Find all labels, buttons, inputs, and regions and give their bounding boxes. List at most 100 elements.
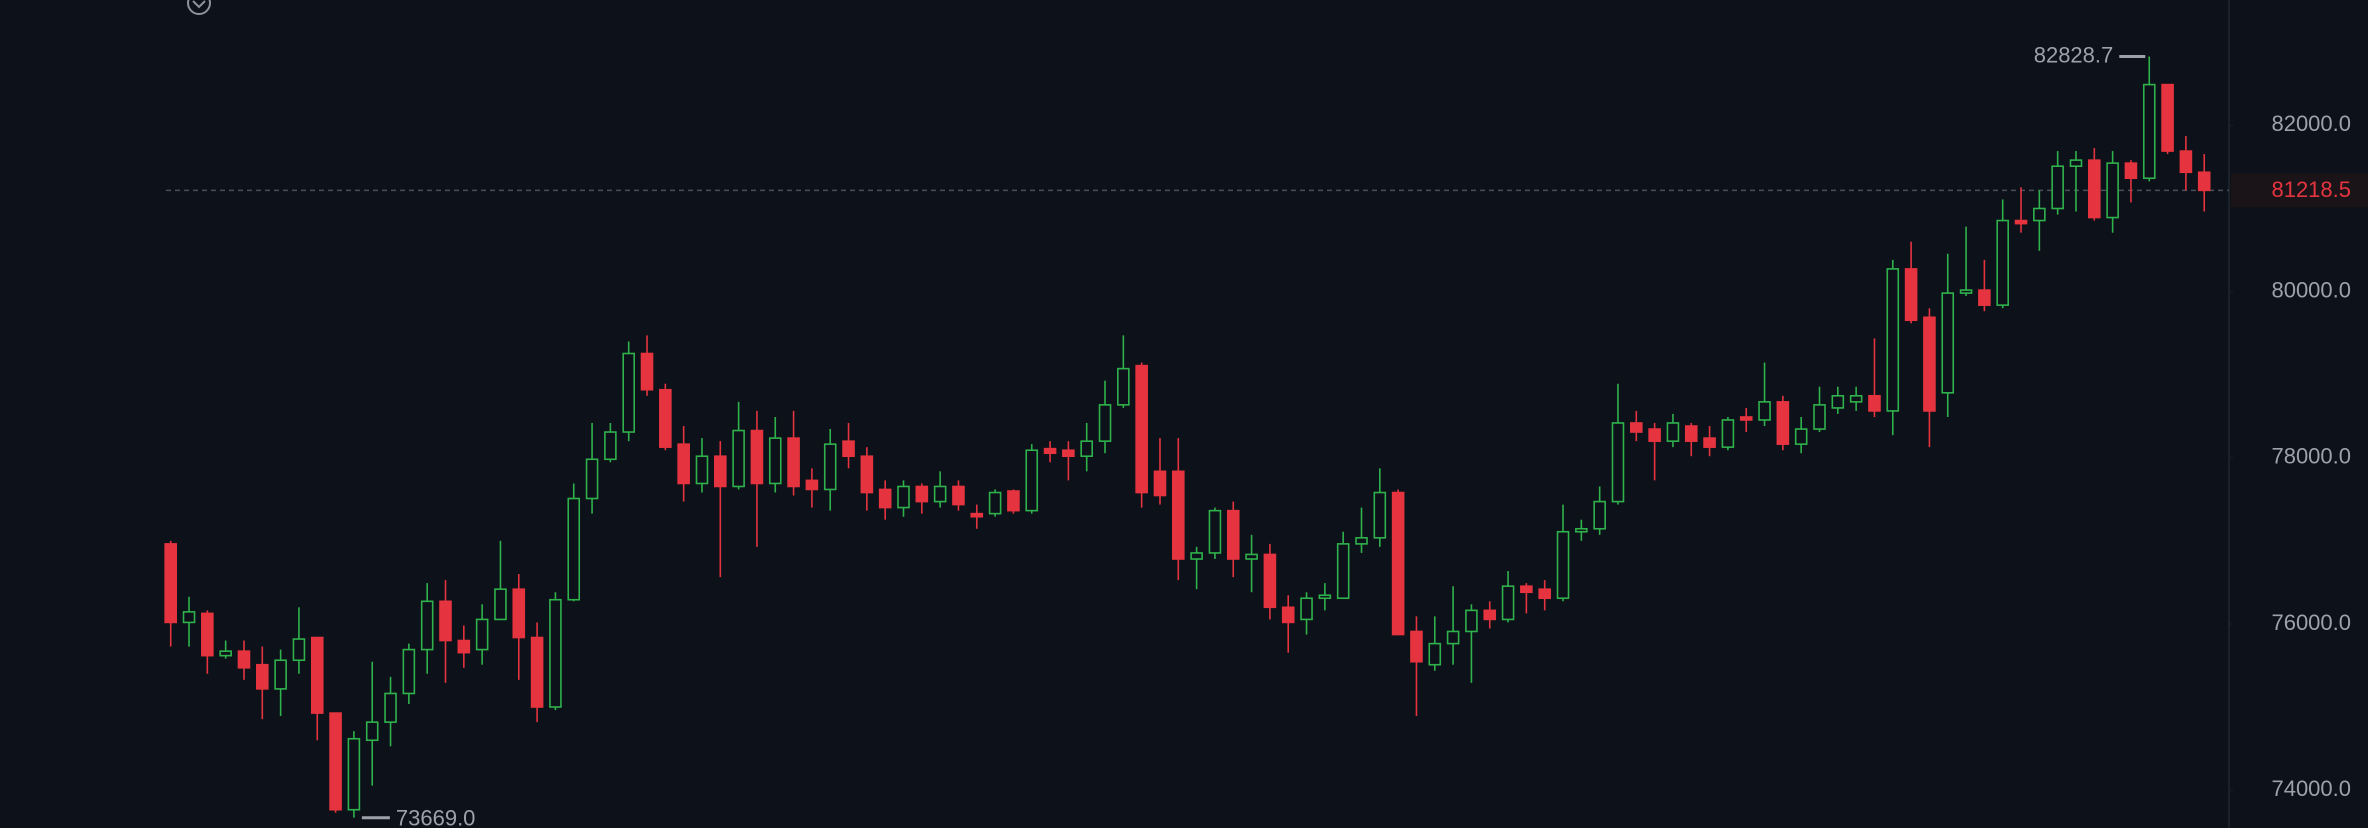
candle-down bbox=[640, 335, 654, 396]
candle-body bbox=[549, 598, 562, 708]
candle-down bbox=[1868, 338, 1881, 417]
candle-up bbox=[1428, 616, 1442, 671]
candle-body bbox=[292, 638, 306, 662]
candle-down bbox=[1153, 438, 1167, 505]
candle-body bbox=[933, 485, 947, 503]
candle-up bbox=[475, 604, 489, 665]
candle-body bbox=[1263, 553, 1277, 609]
candle-up bbox=[1300, 592, 1313, 635]
candle-up bbox=[1721, 416, 1735, 451]
candle-down bbox=[842, 422, 855, 469]
candle-body bbox=[695, 455, 709, 485]
candle-body bbox=[530, 636, 544, 708]
candle-body bbox=[219, 650, 232, 657]
candle-body bbox=[823, 443, 837, 491]
candle-body bbox=[1391, 491, 1405, 636]
candle-body bbox=[805, 479, 819, 491]
candle-up bbox=[347, 731, 361, 818]
candle-up bbox=[768, 416, 782, 493]
candle-down bbox=[915, 483, 929, 514]
candle-body bbox=[1648, 428, 1661, 442]
candle-down bbox=[1648, 422, 1661, 481]
candle-down bbox=[970, 504, 984, 529]
candle-body bbox=[1556, 530, 1570, 600]
candle-body bbox=[1373, 491, 1387, 539]
candle-up bbox=[2142, 56, 2156, 182]
candle-body bbox=[2014, 219, 2028, 225]
candle-up bbox=[1190, 546, 1203, 590]
candle-up bbox=[1666, 413, 1680, 448]
candle-body bbox=[2124, 162, 2138, 180]
candle-down bbox=[860, 447, 874, 511]
candle-body bbox=[897, 485, 910, 509]
candle-up bbox=[567, 483, 581, 602]
candle-body bbox=[201, 612, 214, 657]
candle-body bbox=[1520, 585, 1533, 594]
last-price-label: 81218.5 bbox=[2271, 177, 2351, 202]
candle-body bbox=[988, 491, 1002, 515]
candle-down bbox=[237, 640, 251, 680]
candle-up bbox=[1611, 383, 1625, 505]
candle-body bbox=[2033, 207, 2046, 222]
candle-down bbox=[1281, 595, 1295, 653]
candle-body bbox=[1043, 447, 1057, 455]
candle-down bbox=[329, 712, 342, 813]
candle-up bbox=[1758, 362, 1771, 427]
candle-body bbox=[1611, 422, 1625, 503]
candle-down bbox=[439, 580, 452, 683]
candle-up bbox=[1080, 422, 1093, 472]
candle-body bbox=[1593, 500, 1606, 530]
candle-down bbox=[2088, 148, 2101, 221]
candle-body bbox=[1208, 509, 1222, 554]
candle-down bbox=[750, 410, 764, 547]
candle-body bbox=[420, 600, 434, 651]
candle-body bbox=[1904, 268, 1918, 322]
candle-body bbox=[475, 618, 489, 651]
candle-body bbox=[365, 721, 379, 742]
candle-up bbox=[365, 661, 379, 786]
candle-body bbox=[860, 455, 874, 494]
candle-body bbox=[970, 512, 984, 518]
candle-body bbox=[1135, 364, 1148, 494]
candle-body bbox=[878, 488, 892, 509]
candle-up bbox=[1593, 486, 1606, 535]
collapse-icon[interactable] bbox=[187, 0, 211, 15]
candle-body bbox=[457, 639, 471, 654]
candle-body bbox=[1849, 395, 1863, 403]
candle-body bbox=[182, 611, 196, 624]
candle-up bbox=[1465, 604, 1478, 683]
candle-body bbox=[494, 588, 507, 621]
candle-body bbox=[1575, 527, 1588, 533]
y-tick-label: 80000.0 bbox=[2271, 277, 2351, 302]
candle-down bbox=[659, 383, 672, 451]
candle-body bbox=[1721, 419, 1735, 448]
candle-up bbox=[1959, 226, 1973, 297]
candle-body bbox=[1978, 289, 1991, 306]
candle-down bbox=[530, 622, 544, 723]
candle-body bbox=[1630, 422, 1643, 433]
candle-up bbox=[1336, 531, 1350, 600]
candle-body bbox=[2142, 83, 2156, 180]
candle-down bbox=[1226, 501, 1240, 578]
candle-down bbox=[1520, 583, 1533, 614]
candle-body bbox=[1281, 606, 1295, 624]
candle-down bbox=[255, 646, 269, 720]
icon-circle bbox=[187, 0, 211, 15]
candle-body bbox=[329, 712, 342, 811]
candle-down bbox=[1135, 362, 1148, 508]
candle-up bbox=[897, 480, 910, 517]
candle-body bbox=[164, 543, 177, 624]
candle-down bbox=[1391, 489, 1405, 636]
candle-up bbox=[1501, 571, 1515, 623]
candle-body bbox=[1355, 537, 1368, 545]
candle-body bbox=[622, 352, 636, 433]
candle-body bbox=[567, 497, 581, 601]
candle-up bbox=[219, 640, 232, 659]
candle-body bbox=[1501, 585, 1515, 621]
candle-body bbox=[1318, 594, 1332, 600]
candle-down bbox=[1483, 601, 1497, 629]
candle-up bbox=[2051, 151, 2064, 215]
candle-body bbox=[677, 443, 690, 485]
candle-body bbox=[347, 737, 361, 811]
candle-body bbox=[1062, 449, 1075, 458]
